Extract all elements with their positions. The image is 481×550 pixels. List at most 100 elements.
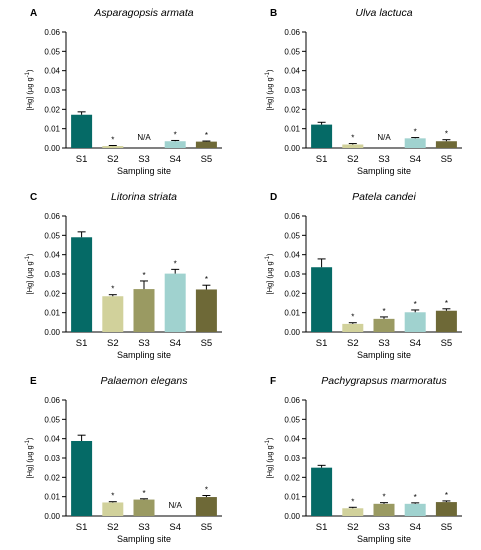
x-tick-label: S5 <box>201 154 213 165</box>
chart-title: Ulva lactuca <box>355 7 412 19</box>
significance-label: * <box>111 135 114 144</box>
bar-s4 <box>404 138 426 148</box>
bar-s5 <box>435 310 457 332</box>
x-tick-label: S1 <box>76 338 88 349</box>
chart-panel-d: D Patela candei 0.00 0.01 0.02 0.03 0.04 0.05 0.… <box>265 191 462 360</box>
na-label: N/A <box>377 133 391 142</box>
y-tick-label: 0.01 <box>44 309 60 318</box>
x-tick-label: S4 <box>409 338 421 349</box>
x-tick-label: S2 <box>347 338 359 349</box>
y-axis-label: [Hg] (µg g-1) <box>25 437 34 478</box>
significance-label: * <box>351 497 354 506</box>
chart-panel-a: A Asparagopsis armata 0.00 0.01 0.02 0.03 0.04… <box>25 7 222 176</box>
x-axis-label: Sampling site <box>357 350 411 360</box>
na-label: N/A <box>137 133 151 142</box>
bar-s2 <box>342 323 364 332</box>
bar-s2 <box>102 146 124 148</box>
x-tick-label: S4 <box>409 154 421 165</box>
y-tick-label: 0.00 <box>44 512 60 521</box>
y-tick-label: 0.04 <box>284 67 300 76</box>
y-tick-label: 0.06 <box>44 212 60 221</box>
y-tick-label: 0.01 <box>44 125 60 134</box>
x-tick-label: S1 <box>76 154 88 165</box>
y-tick-label: 0.05 <box>284 231 300 240</box>
x-axis-label: Sampling site <box>117 534 171 544</box>
bar-s2 <box>342 508 364 516</box>
bar-s1 <box>71 440 93 516</box>
significance-label: * <box>142 271 145 280</box>
bar-s3 <box>133 499 155 516</box>
y-tick-label: 0.06 <box>44 396 60 405</box>
y-tick-label: 0.05 <box>44 415 60 424</box>
na-label: N/A <box>169 501 183 510</box>
x-tick-label: S3 <box>138 154 150 165</box>
y-tick-label: 0.03 <box>284 454 300 463</box>
significance-label: * <box>174 130 177 139</box>
bar-s2 <box>102 502 124 516</box>
x-axis-label: Sampling site <box>357 166 411 176</box>
x-tick-label: S5 <box>201 338 213 349</box>
y-axis-label: [Hg] (µg g-1) <box>265 437 274 478</box>
y-tick-label: 0.01 <box>284 309 300 318</box>
significance-label: * <box>445 491 448 500</box>
bar-s4 <box>404 312 426 332</box>
bar-s1 <box>311 267 333 332</box>
y-tick-label: 0.05 <box>44 47 60 56</box>
panel-letter: F <box>270 376 276 387</box>
y-tick-label: 0.05 <box>44 231 60 240</box>
x-tick-label: S5 <box>441 522 453 533</box>
y-tick-label: 0.00 <box>44 328 60 337</box>
x-tick-label: S2 <box>107 522 119 533</box>
y-tick-label: 0.04 <box>44 251 60 260</box>
y-tick-label: 0.06 <box>284 212 300 221</box>
y-tick-label: 0.02 <box>44 473 60 482</box>
bar-s4 <box>404 503 426 516</box>
significance-label: * <box>111 285 114 294</box>
y-axis-label: [Hg] (µg g-1) <box>25 253 34 294</box>
bar-s3 <box>133 289 155 332</box>
y-tick-label: 0.02 <box>44 289 60 298</box>
y-tick-label: 0.02 <box>284 289 300 298</box>
y-tick-label: 0.04 <box>44 435 60 444</box>
y-tick-label: 0.05 <box>284 47 300 56</box>
chart-panel-c: C Litorina striata 0.00 0.01 0.02 0.03 0.04 0.0… <box>25 191 222 360</box>
chart-title: Patela candei <box>352 191 416 203</box>
significance-label: * <box>414 300 417 309</box>
x-axis-label: Sampling site <box>357 534 411 544</box>
chart-title: Pachygrapsus marmoratus <box>321 375 447 387</box>
x-tick-label: S4 <box>409 522 421 533</box>
y-tick-label: 0.01 <box>44 493 60 502</box>
y-tick-label: 0.00 <box>284 512 300 521</box>
bar-s3 <box>373 318 395 332</box>
x-tick-label: S5 <box>441 154 453 165</box>
bar-s5 <box>195 497 217 516</box>
chart-panel-e: E Palaemon elegans 0.00 0.01 0.02 0.03 0.04 0.0… <box>25 375 222 544</box>
x-tick-label: S1 <box>316 338 328 349</box>
x-tick-label: S3 <box>378 522 390 533</box>
significance-label: * <box>351 313 354 322</box>
bar-s5 <box>435 502 457 516</box>
significance-label: * <box>142 489 145 498</box>
x-tick-label: S1 <box>76 522 88 533</box>
y-tick-label: 0.03 <box>44 86 60 95</box>
significance-label: * <box>351 134 354 143</box>
x-axis-label: Sampling site <box>117 350 171 360</box>
y-tick-label: 0.06 <box>284 28 300 37</box>
significance-label: * <box>445 130 448 139</box>
panel-letter: D <box>270 192 277 203</box>
panel-letter: A <box>30 8 37 19</box>
significance-label: * <box>445 299 448 308</box>
x-tick-label: S2 <box>347 154 359 165</box>
y-tick-label: 0.03 <box>284 270 300 279</box>
y-tick-label: 0.03 <box>284 86 300 95</box>
y-axis-label: [Hg] (µg g-1) <box>265 69 274 110</box>
significance-label: * <box>382 493 385 502</box>
y-tick-label: 0.02 <box>44 105 60 114</box>
y-tick-label: 0.00 <box>44 144 60 153</box>
y-tick-label: 0.02 <box>284 105 300 114</box>
y-tick-label: 0.04 <box>284 435 300 444</box>
y-axis-label: [Hg] (µg g-1) <box>25 69 34 110</box>
bar-s1 <box>71 237 93 332</box>
y-tick-label: 0.00 <box>284 328 300 337</box>
